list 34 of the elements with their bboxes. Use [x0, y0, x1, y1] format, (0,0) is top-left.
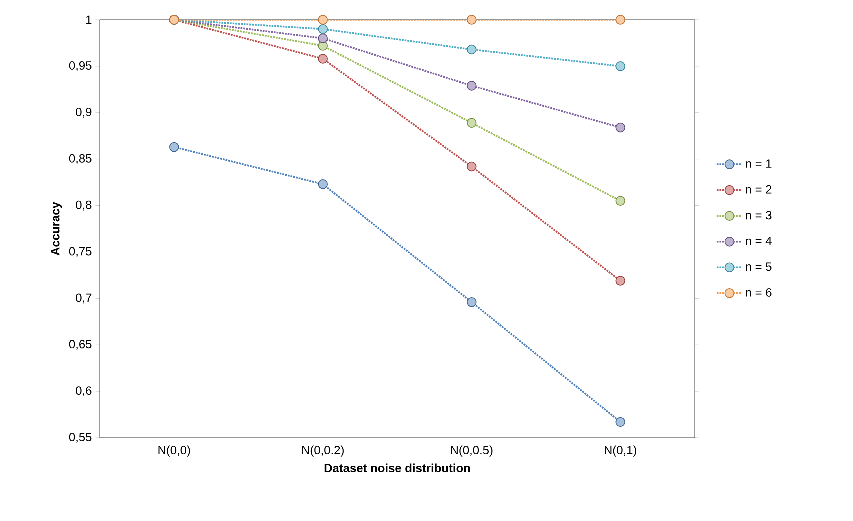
point: [616, 276, 626, 286]
y-tick-label: 1: [86, 16, 92, 24]
x-tick-label: N(0,1): [605, 446, 636, 457]
legend-label: n = 5: [746, 262, 772, 272]
point: [466, 118, 477, 128]
point: [318, 34, 328, 44]
legend-label: n = 2: [746, 185, 772, 194]
point: [169, 142, 180, 152]
y-tick-label: 0,7: [76, 294, 92, 304]
point: [616, 196, 626, 206]
y-tick-label: 0,55: [69, 433, 92, 443]
point: [318, 54, 328, 64]
legend-label: n = 1: [746, 160, 772, 168]
y-tick-label: 0,95: [69, 62, 92, 72]
point: [318, 180, 328, 190]
legend-label: n = 3: [746, 211, 772, 220]
point: [616, 417, 626, 428]
legend-label: n = 6: [746, 288, 772, 297]
legend-label: n = 4: [746, 237, 772, 246]
x-axis-title: Dataset noise distribution: [324, 464, 470, 473]
point: [616, 122, 626, 133]
point: [466, 162, 477, 172]
y-tick-label: 0,8: [76, 200, 92, 211]
point: [466, 298, 477, 308]
x-tick-label: N(0,0): [158, 446, 190, 457]
y-tick-label: 0,9: [76, 108, 92, 118]
y-tick-label: 0,65: [69, 340, 92, 350]
x-tick-label: N(0,0.5): [451, 446, 493, 457]
y-tick-label: 0,6: [76, 386, 92, 396]
point: [466, 81, 477, 91]
y-tick-label: 0,75: [69, 247, 92, 258]
y-axis-title: Accuracy: [51, 202, 62, 256]
y-tick-label: 0,85: [69, 154, 92, 164]
x-tick-label: N(0,0.2): [302, 446, 344, 457]
